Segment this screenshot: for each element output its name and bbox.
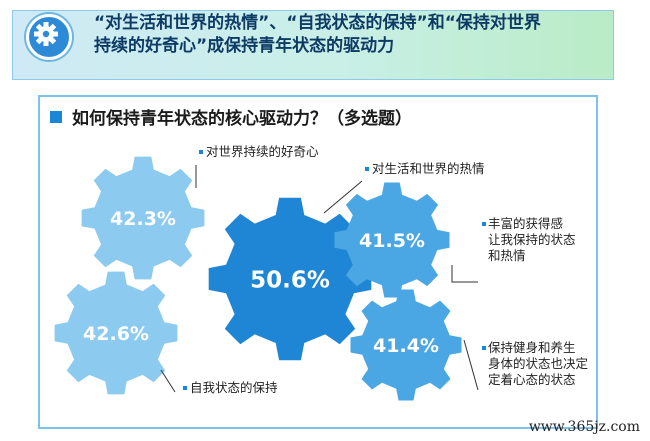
category-label-3-line-1: 对世界持续的好奇心 [206, 144, 319, 159]
header-banner [12, 10, 614, 80]
gear-mark-4 [334, 182, 450, 298]
leader-line-4 [451, 265, 478, 283]
question-bullet [50, 111, 62, 123]
label-bullet-1 [365, 167, 369, 171]
label-bullet-5 [482, 346, 486, 350]
watermark: www.365jz.com [528, 419, 640, 435]
gear-mark-5 [350, 289, 462, 401]
label-bullet-4 [482, 222, 486, 226]
gear-mark-1 [208, 197, 372, 361]
headline: “对生活和世界的热情”、“自我状态的保持”和“保持对世界 持续的好奇心”成保持青… [94, 12, 594, 58]
data-label-4: 41.5% [359, 230, 425, 252]
gear-mark-2 [54, 271, 178, 395]
leader-line-2 [160, 369, 176, 393]
label-bullet-3 [199, 150, 203, 154]
category-label-4-line-2: 让我保持的状态 [488, 232, 576, 247]
leader-line-1 [323, 180, 363, 214]
category-label-2-line-1: 自我状态的保持 [190, 380, 278, 395]
category-label-4-line-1: 丰富的获得感 [488, 216, 563, 231]
question-title: 如何保持青年状态的核心驱动力？（多选题） [72, 109, 412, 129]
category-label-5-line-1: 保持健身和养生 [488, 340, 576, 355]
data-label-5: 41.4% [373, 335, 439, 357]
label-bullet-2 [183, 386, 187, 390]
data-label-1: 50.6% [250, 267, 330, 293]
gear-icon [26, 14, 72, 60]
leader-line-5 [463, 339, 479, 391]
headline-line-1: “对生活和世界的热情”、“自我状态的保持”和“保持对世界 [94, 13, 541, 33]
headline-line-2: 持续的好奇心”成保持青年状态的驱动力 [94, 36, 395, 56]
category-label-4-line-3: 和热情 [488, 248, 526, 263]
gear-mark-3 [81, 156, 205, 280]
data-label-3: 42.3% [110, 208, 176, 230]
category-label-5-line-2: 身体的状态也决定 [488, 356, 588, 371]
category-label-5-line-3: 定着心态的状态 [488, 372, 576, 387]
data-label-2: 42.6% [83, 323, 149, 345]
category-label-1-line-1: 对生活和世界的热情 [372, 161, 485, 176]
